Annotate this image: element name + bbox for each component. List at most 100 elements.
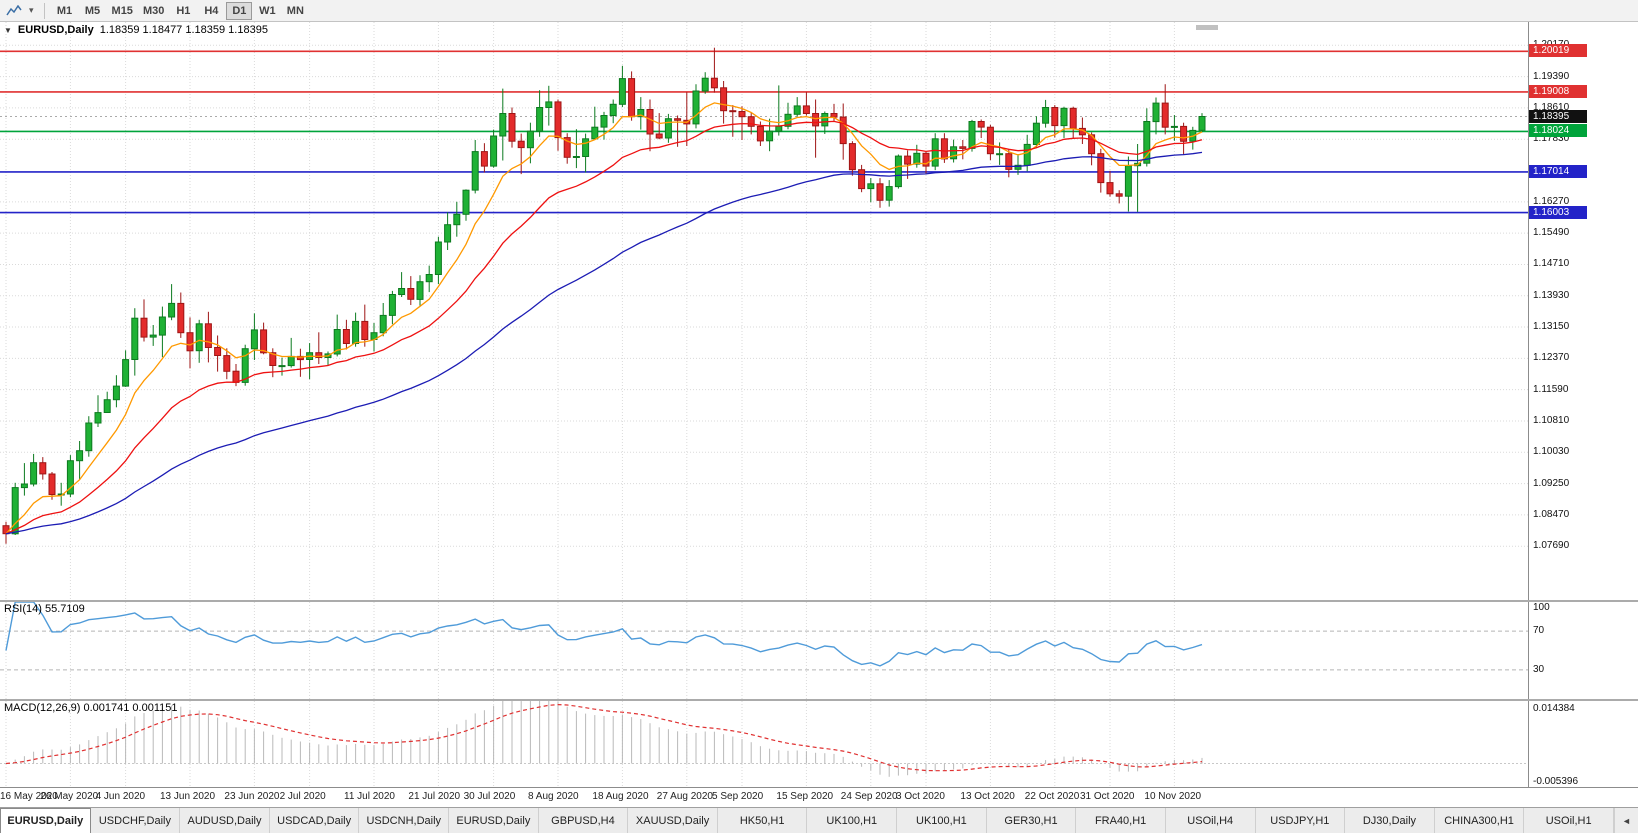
macd-histogram-bar: [1045, 760, 1047, 764]
macd-histogram-bar: [161, 708, 163, 764]
macd-histogram-bar: [189, 709, 191, 764]
timeframe-button-m5[interactable]: M5: [84, 4, 101, 17]
price-tick-label: 1.11590: [1533, 383, 1569, 395]
candle-body: [858, 169, 866, 190]
chart-tab-usoil-h1[interactable]: USOil,H1: [1524, 808, 1614, 833]
chart-tabs: EURUSD,Daily USDCHF,Daily AUDUSD,Daily USDC…: [0, 808, 1614, 833]
candle-body: [416, 281, 424, 300]
macd-histogram-bar: [152, 710, 154, 764]
macd-histogram-bar: [410, 739, 412, 764]
macd-plot[interactable]: MACD(12,26,9) 0.001741 0.001151: [0, 701, 1528, 787]
candle-body: [1170, 125, 1178, 128]
chart-collapse-icon[interactable]: ▼: [4, 25, 12, 35]
macd-histogram-bar: [953, 763, 955, 770]
candle-body: [425, 274, 433, 283]
chart-tab-china300-h1[interactable]: CHINA300,H1: [1434, 808, 1525, 833]
dropdown-caret-icon[interactable]: ▾: [29, 5, 34, 15]
candle-body: [195, 323, 203, 352]
chart-hscrollbar-thumb[interactable]: [1196, 25, 1218, 30]
macd-histogram-bar: [842, 756, 844, 764]
date-label: 13 Oct 2020: [960, 791, 1015, 802]
timeframe-button-h1[interactable]: H1: [176, 4, 191, 17]
macd-histogram-bar: [235, 727, 237, 764]
chart-tab-hk50-h1[interactable]: HK50,H1: [717, 808, 808, 833]
chart-tab-eurusd-daily[interactable]: EURUSD,Daily: [449, 808, 539, 833]
candle-body: [526, 130, 534, 149]
rsi-canvas: [0, 602, 1528, 699]
chart-tab-usdchf-daily[interactable]: USDCHF,Daily: [90, 808, 181, 833]
timeframe-buttons: M1 M5 M15 M30 H1 H4 D1 W1 MN: [52, 1, 309, 20]
chart-tab-usdjpy-h1[interactable]: USDJPY,H1: [1255, 808, 1346, 833]
timeframe-button-mn[interactable]: MN: [286, 4, 304, 17]
candle-body: [462, 189, 470, 215]
macd-histogram-bar: [943, 763, 945, 771]
timeframe-button-h4[interactable]: H4: [204, 4, 219, 17]
tab-scroll-left-button[interactable]: ◄: [1614, 808, 1638, 833]
macd-histogram-bar: [1127, 763, 1129, 772]
toolbar-separator: [43, 2, 45, 19]
chart-tab-fra40-h1[interactable]: FRA40,H1: [1076, 808, 1166, 833]
timeframe-button-d1[interactable]: D1: [226, 1, 253, 20]
candle-body: [582, 138, 590, 158]
candle-body: [839, 116, 847, 145]
chart-tab-dj30-daily[interactable]: DJ30,Daily: [1345, 808, 1435, 833]
chart-type-icon[interactable]: [4, 4, 24, 17]
chart-tab-usdcad-daily[interactable]: USDCAD,Daily: [269, 808, 360, 833]
chart-tab-usoil-h4[interactable]: USOil,H4: [1165, 808, 1256, 833]
timeframe-button-m1[interactable]: M1: [56, 4, 73, 17]
candle-body: [913, 152, 921, 165]
macd-indicator-pane: MACD(12,26,9) 0.001741 0.001151 0.014384…: [0, 699, 1638, 787]
macd-histogram-bar: [723, 734, 725, 764]
price-axis: 1.201701.193901.186101.178301.162701.154…: [1528, 22, 1638, 600]
candle-body: [747, 116, 755, 127]
candle-body: [848, 143, 856, 171]
chart-tab-audusd-daily[interactable]: AUDUSD,Daily: [180, 808, 270, 833]
candle-body: [977, 121, 985, 128]
candle-body: [11, 487, 19, 535]
candle-body: [766, 130, 774, 142]
rsi-plot[interactable]: RSI(14) 55.7109: [0, 602, 1528, 699]
candle-body: [950, 146, 958, 160]
macd-histogram-bar: [401, 739, 403, 764]
macd-histogram-bar: [355, 743, 357, 764]
price-tick-label: 1.10030: [1533, 446, 1570, 458]
candle-body: [39, 462, 47, 475]
chart-tab-usdcnh-daily[interactable]: USDCNH,Daily: [359, 808, 450, 833]
candle-body: [931, 138, 939, 167]
chart-tab-gbpusd-h4[interactable]: GBPUSD,H4: [538, 808, 629, 833]
timeframe-button-w1[interactable]: W1: [259, 4, 276, 17]
macd-histogram-bar: [612, 716, 614, 764]
macd-histogram-bar: [244, 729, 246, 764]
chart-title: ▼ EURUSD,Daily 1.18359 1.18477 1.18359 1…: [4, 24, 268, 36]
candle-body: [287, 355, 295, 367]
candle-body: [572, 156, 580, 158]
macd-histogram-bar: [879, 763, 881, 775]
chart-tab-uk100-h1[interactable]: UK100,H1: [897, 808, 987, 833]
macd-histogram-bar: [493, 705, 495, 764]
candle-body: [876, 183, 884, 201]
timeframe-button-m30[interactable]: M30: [142, 4, 165, 17]
candle-body: [269, 352, 277, 367]
macd-histogram-bar: [787, 750, 789, 764]
candle-body: [1152, 102, 1160, 123]
chart-tab-ger30-h1[interactable]: GER30,H1: [986, 808, 1077, 833]
macd-histogram-bar: [428, 735, 430, 764]
macd-histogram-bar: [1146, 763, 1148, 768]
candle-body: [480, 151, 488, 167]
chart-tab-eurusd-daily[interactable]: EURUSD,Daily: [0, 808, 91, 833]
candle-body: [379, 314, 387, 334]
rsi-label: RSI(14) 55.7109: [4, 603, 85, 615]
macd-histogram-bar: [382, 744, 384, 764]
macd-histogram-bar: [1026, 763, 1028, 767]
price-chart-plot[interactable]: ▼ EURUSD,Daily 1.18359 1.18477 1.18359 1…: [0, 22, 1528, 600]
candle-body: [756, 125, 764, 142]
candle-body: [20, 483, 28, 489]
chart-tab-xauusd-daily[interactable]: XAUUSD,Daily: [628, 808, 718, 833]
candle-body: [1106, 182, 1114, 195]
candle-body: [361, 320, 369, 340]
price-chart-canvas[interactable]: [0, 22, 1528, 600]
macd-histogram-bar: [437, 732, 439, 764]
timeframe-button-m15[interactable]: M15: [111, 4, 133, 17]
chart-tab-uk100-h1[interactable]: UK100,H1: [807, 808, 898, 833]
macd-histogram-bar: [290, 739, 292, 764]
